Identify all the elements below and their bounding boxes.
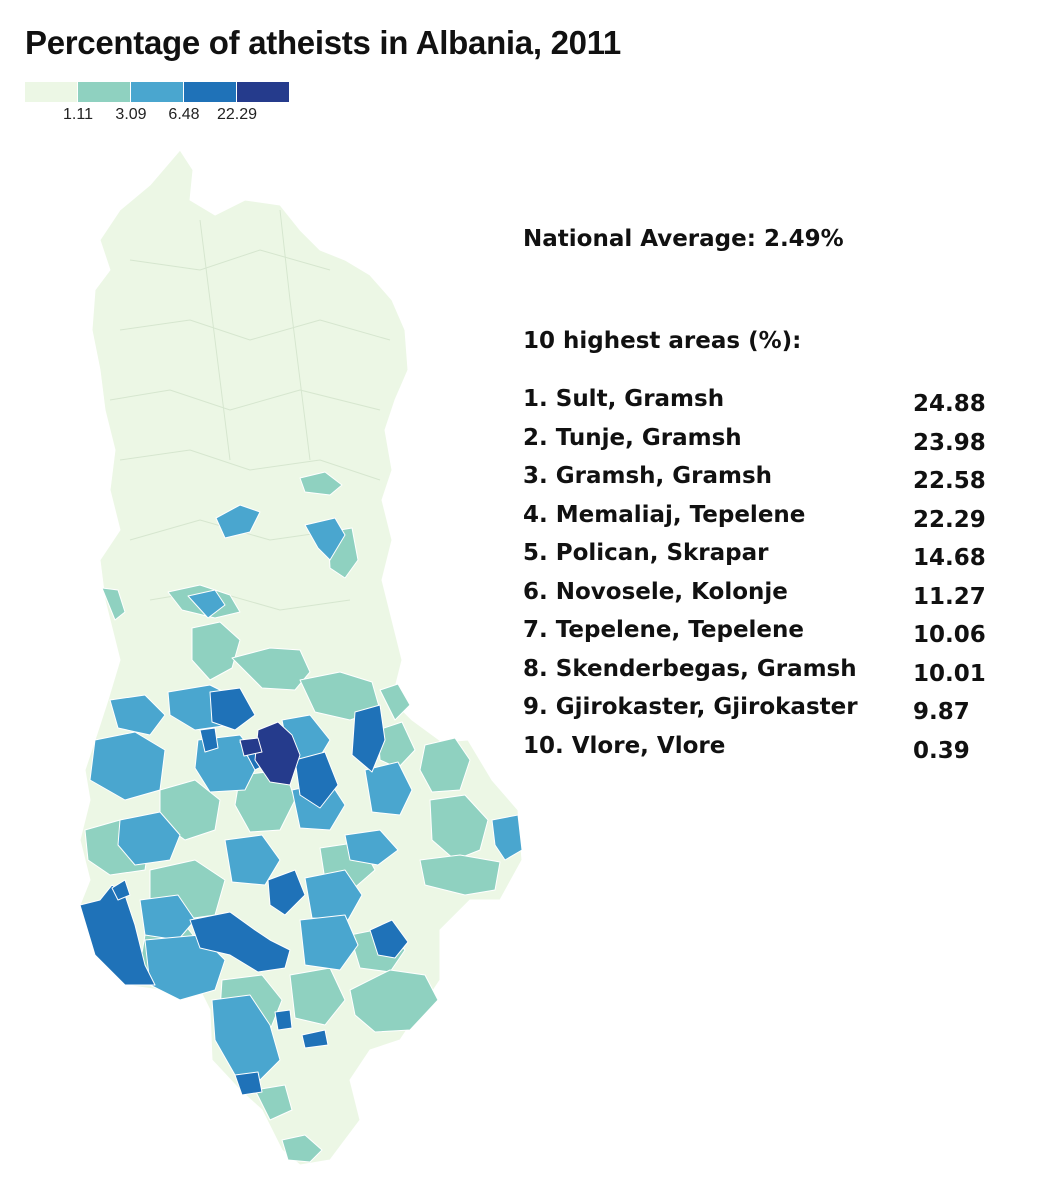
rank-value: 10.01 [913, 660, 986, 687]
list-item: 6. Novosele, Kolonje 11.27 [523, 578, 986, 618]
region-medium-blue [89, 731, 166, 801]
region-navy [254, 721, 301, 786]
albania-choropleth-map [0, 140, 540, 1180]
list-item: 1. Sult, Gramsh 24.88 [523, 386, 986, 425]
national-average: National Average: 2.49% [523, 226, 844, 252]
color-legend: 1.11 3.09 6.48 22.29 [25, 82, 295, 124]
region-teal [377, 721, 416, 769]
region-medium-blue [187, 589, 226, 619]
list-heading: 10 highest areas (%): [523, 328, 802, 354]
region-dark-blue [111, 879, 131, 901]
legend-swatch-2 [78, 82, 130, 102]
region-medium-blue [304, 517, 346, 561]
legend-tick-2: 3.09 [115, 106, 147, 123]
region-teal [419, 854, 501, 896]
rank-value: 10.06 [913, 622, 986, 648]
rank-name: 6. Novosele, Kolonje [523, 578, 788, 605]
rank-value: 24.88 [913, 391, 986, 417]
map-title: Percentage of atheists in Albania, 2011 [25, 24, 621, 61]
rank-name: 3. Gramsh, Gramsh [523, 463, 773, 489]
legend-tick-3: 6.48 [168, 106, 200, 123]
list-item: 4. Memaliaj, Tepelene 22.29 [523, 501, 986, 541]
info-panel: National Average: 2.49% 10 highest areas… [523, 226, 986, 772]
region-teal [419, 737, 471, 793]
rank-value: 22.58 [913, 468, 986, 494]
list-item: 5. Polican, Skrapar 14.68 [523, 540, 986, 579]
legend-swatch-3 [131, 82, 183, 102]
region-teal [429, 794, 489, 861]
region-dark-blue [189, 911, 291, 973]
region-teal [379, 683, 411, 721]
rank-value: 0.39 [913, 737, 970, 764]
legend-tick-4: 22.29 [216, 106, 258, 123]
region-medium-blue [364, 761, 413, 816]
rank-name: 9. Gjirokaster, Gjirokaster [523, 694, 858, 720]
region-teal [231, 647, 311, 691]
region-dark-blue [294, 751, 339, 809]
list-item: 2. Tunje, Gramsh 23.98 [523, 424, 986, 464]
legend-tick-1: 1.11 [63, 106, 93, 123]
region-teal [254, 1084, 293, 1121]
rank-name: 10. Vlore, Vlore [523, 732, 726, 759]
legend-color-bar [25, 82, 295, 102]
map-svg [79, 149, 523, 1166]
region-medium-blue [304, 869, 363, 921]
list-item: 10. Vlore, Vlore 0.39 [523, 733, 983, 772]
legend-swatch-5 [237, 82, 289, 102]
rank-value: 11.27 [913, 583, 986, 610]
list-item: 8. Skenderbegas, Gramsh 10.01 [523, 655, 986, 695]
region-medium-blue [299, 914, 359, 971]
region-medium-blue [344, 829, 399, 866]
rank-value: 14.68 [913, 545, 986, 571]
rank-value: 23.98 [913, 429, 986, 456]
region-medium-blue [491, 814, 523, 861]
rank-name: 2. Tunje, Gramsh [523, 424, 742, 451]
region-teal [281, 1134, 323, 1163]
list-item: 7. Tepelene, Tepelene 10.06 [523, 617, 986, 656]
rank-name: 1. Sult, Gramsh [523, 386, 725, 412]
region-medium-blue [211, 994, 281, 1081]
list-item: 3. Gramsh, Gramsh 22.58 [523, 463, 986, 502]
list-item: 9. Gjirokaster, Gjirokaster 9.87 [523, 694, 983, 733]
rank-value: 22.29 [913, 506, 986, 533]
rank-value: 9.87 [913, 699, 970, 725]
legend-tick-labels: 1.11 3.09 6.48 22.29 [25, 102, 295, 124]
region-dark-blue [199, 727, 219, 753]
region-dark-blue [369, 919, 409, 959]
region-teal [299, 471, 343, 496]
region-medium-blue [117, 811, 181, 866]
region-dark-blue [234, 1071, 263, 1096]
ranking-list: 1. Sult, Gramsh 24.88 2. Tunje, Gramsh 2… [523, 386, 986, 772]
region-dark-blue [351, 704, 386, 773]
region-teal [191, 621, 241, 681]
legend-swatch-4 [184, 82, 236, 102]
legend-swatch-1 [25, 82, 77, 102]
rank-name: 5. Polican, Skrapar [523, 540, 769, 566]
rank-name: 4. Memaliaj, Tepelene [523, 501, 806, 528]
region-teal [349, 969, 439, 1033]
region-dark-blue [79, 884, 156, 986]
region-teal [101, 587, 126, 621]
region-medium-blue [109, 694, 166, 736]
region-dark-blue [301, 1029, 329, 1049]
region-medium-blue [215, 504, 261, 539]
region-medium-blue [224, 834, 281, 886]
region-teal [289, 967, 346, 1026]
region-medium-blue [139, 894, 196, 941]
region-navy [239, 737, 263, 757]
region-dark-blue [274, 1009, 293, 1031]
rank-name: 8. Skenderbegas, Gramsh [523, 655, 857, 682]
region-dark-blue [209, 687, 256, 731]
rank-name: 7. Tepelene, Tepelene [523, 617, 804, 643]
region-dark-blue [267, 869, 306, 916]
